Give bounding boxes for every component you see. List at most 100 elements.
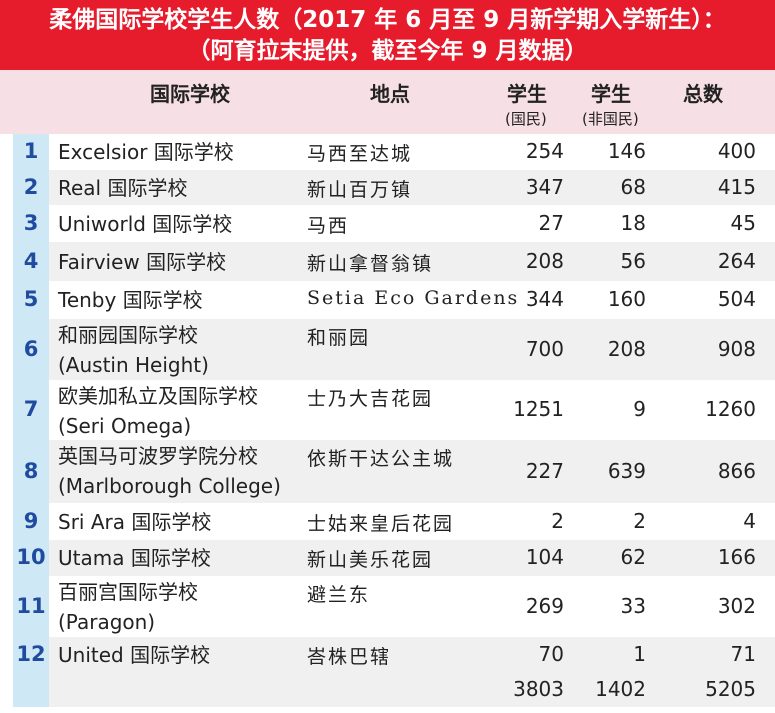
students-total: 908 <box>717 336 756 361</box>
students-local: 27 <box>538 210 564 235</box>
students-local: 344 <box>525 287 564 311</box>
school-location: 新山百万镇 <box>307 178 413 201</box>
table-row <box>49 134 775 170</box>
header-total: 总数 <box>683 82 723 106</box>
header-location: 地点 <box>370 82 410 106</box>
school-name: (Austin Height) <box>58 353 209 377</box>
table-row <box>49 503 775 540</box>
students-local: 700 <box>525 336 564 361</box>
students-local: 269 <box>525 593 564 618</box>
students-foreign: 2 <box>633 508 646 533</box>
table-row <box>49 242 775 281</box>
row-number: 12 <box>16 642 46 666</box>
students-local: 254 <box>525 139 564 163</box>
school-location: 士乃大吉花园 <box>307 388 434 410</box>
row-number: 3 <box>23 210 39 235</box>
title-line-2: （阿育拉末提供，截至今年 9 月数据） <box>187 38 588 64</box>
school-name: (Paragon) <box>58 610 156 634</box>
row-number: 10 <box>16 545 46 569</box>
school-name: Excelsior 国际学校 <box>58 140 234 164</box>
students-foreign: 146 <box>607 139 646 163</box>
students-foreign: 208 <box>607 336 646 361</box>
students-foreign: 639 <box>607 458 646 483</box>
students-total: 415 <box>717 174 756 199</box>
students-foreign: 18 <box>620 210 646 235</box>
students-total: 302 <box>717 593 756 618</box>
school-location: 新山美乐花园 <box>307 549 434 571</box>
students-local: 227 <box>525 458 564 483</box>
school-name: Real 国际学校 <box>58 175 188 200</box>
total-local: 3803 <box>513 677 564 701</box>
school-name: 百丽宫国际学校 <box>58 580 198 604</box>
table-row <box>49 170 775 205</box>
students-foreign: 68 <box>620 174 646 199</box>
school-name: Sri Ara 国际学校 <box>58 509 212 534</box>
row-number: 7 <box>23 397 39 421</box>
students-local: 2 <box>551 508 564 533</box>
total-all: 5205 <box>705 677 756 701</box>
table-row <box>49 440 775 503</box>
row-number: 2 <box>23 174 39 199</box>
table-row <box>49 205 775 242</box>
row-number: 8 <box>23 458 39 483</box>
row-number: 5 <box>23 287 39 311</box>
school-location: 新山拿督翁镇 <box>307 252 434 275</box>
students-local: 70 <box>538 642 564 666</box>
students-local: 347 <box>525 174 564 199</box>
students-total: 71 <box>730 642 756 666</box>
school-location: Setia Eco Gardens <box>307 287 520 309</box>
row-number: 1 <box>23 139 39 163</box>
header-foreign-sub: (非国民) <box>582 110 639 128</box>
students-total: 866 <box>717 458 756 483</box>
school-location: 马西至达城 <box>307 143 413 165</box>
students-foreign: 160 <box>607 287 646 311</box>
table-header: 国际学校 地点 学生 (国民) 学生 (非国民) 总数 <box>0 70 775 134</box>
students-total: 264 <box>717 248 756 273</box>
students-total: 4 <box>743 508 756 533</box>
students-total: 400 <box>717 139 756 163</box>
school-name: United 国际学校 <box>58 643 211 667</box>
school-name: (Marlborough College) <box>58 474 281 498</box>
school-name: 和丽园国际学校 <box>58 323 198 347</box>
school-name: Tenby 国际学校 <box>58 288 203 312</box>
table-row <box>49 281 775 319</box>
students-total: 504 <box>717 287 756 311</box>
row-number: 4 <box>23 248 39 273</box>
title-bar: 柔佛国际学校学生人数（2017 年 6 月至 9 月新学期入学新生）： （阿育拉… <box>0 0 775 70</box>
title-line-1: 柔佛国际学校学生人数（2017 年 6 月至 9 月新学期入学新生）： <box>49 7 726 33</box>
table-row <box>49 380 775 440</box>
totals-row <box>49 673 775 707</box>
students-foreign: 9 <box>633 397 646 421</box>
school-name: 欧美加私立及国际学校 <box>58 384 258 408</box>
table-row <box>49 576 775 637</box>
row-number-column <box>13 134 49 707</box>
students-foreign: 56 <box>620 248 646 273</box>
school-location: 峇株巴辖 <box>307 646 392 668</box>
table-row <box>49 540 775 576</box>
header-foreign: 学生 <box>591 82 631 106</box>
header-school: 国际学校 <box>150 82 230 106</box>
header-local: 学生 <box>507 82 547 106</box>
school-name: (Seri Omega) <box>58 414 192 438</box>
students-foreign: 62 <box>620 545 646 569</box>
students-total: 1260 <box>705 397 756 421</box>
school-location: 马西 <box>307 214 350 237</box>
school-location: 士姑来皇后花园 <box>307 512 455 535</box>
school-name: 英国马可波罗学院分校 <box>58 444 258 468</box>
students-foreign: 33 <box>620 593 646 618</box>
students-local: 104 <box>525 545 564 569</box>
table-row <box>49 319 775 380</box>
students-total: 45 <box>730 210 756 235</box>
school-location: 依斯干达公主城 <box>307 448 455 470</box>
students-local: 1251 <box>513 397 564 421</box>
row-number: 11 <box>16 593 46 618</box>
school-location: 避兰东 <box>307 584 371 606</box>
table-row <box>49 637 775 673</box>
students-total: 166 <box>717 545 756 569</box>
school-name: Uniworld 国际学校 <box>58 211 233 236</box>
school-name: Fairview 国际学校 <box>58 249 227 274</box>
school-location: 和丽园 <box>307 327 371 349</box>
row-number: 9 <box>23 508 39 533</box>
header-local-sub: (国民) <box>505 110 547 128</box>
